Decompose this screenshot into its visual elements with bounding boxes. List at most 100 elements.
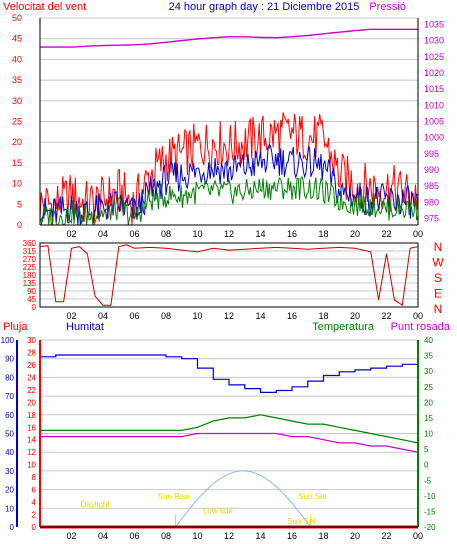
p2-x-tick-label: 22 [381, 311, 391, 321]
p3-x-tick-label: 04 [98, 531, 108, 541]
p3-red-tick-label: 30 [27, 336, 36, 345]
p3-blue-tick-label: 90 [5, 355, 14, 364]
p3-green-tick-label: -5 [424, 476, 432, 485]
series-humitat-line [40, 354, 419, 393]
series-vent-line [40, 143, 419, 226]
p1-right-tick-label: 1015 [424, 84, 444, 94]
p1-right-tick-label: 995 [424, 149, 439, 159]
p3-red-tick-label: 10 [27, 461, 36, 470]
p3-red-tick-label: 26 [27, 361, 36, 370]
p2-direction-label: W [432, 256, 444, 270]
p1-right-tick-label: 1010 [424, 100, 444, 110]
p1-x-tick-label: 12 [224, 229, 234, 239]
p2-x-tick-label: 18 [318, 311, 328, 321]
p3-green-tick-label: -15 [424, 507, 436, 516]
p3-green-tick-label: 25 [424, 383, 433, 392]
p3-red-tick-label: 18 [27, 411, 36, 420]
p3-annotation: Sun Rise [158, 492, 191, 501]
p3-green-tick-label: 30 [424, 367, 433, 376]
p3-red-tick-label: 8 [32, 473, 37, 482]
p1-left-tick-label: 35 [12, 75, 22, 85]
legend-temperatura: Temperatura [312, 321, 375, 333]
p3-x-tick-label: 06 [129, 531, 139, 541]
p1-right-tick-label: 985 [424, 181, 439, 191]
p3-red-tick-label: 16 [27, 423, 36, 432]
p3-red-tick-label: 14 [27, 436, 36, 445]
p1-left-tick-label: 50 [12, 13, 22, 23]
p3-green-tick-label: -10 [424, 492, 436, 501]
sun-elevation-curve [175, 470, 312, 528]
p3-x-tick-label: 08 [161, 531, 171, 541]
header-title-left: Velocitat del vent [3, 1, 86, 13]
p1-left-tick-label: 45 [12, 34, 22, 44]
p1-x-tick-label: 00 [413, 229, 423, 239]
p3-green-tick-label: 15 [424, 414, 433, 423]
p2-x-tick-label: 04 [98, 311, 108, 321]
p3-red-tick-label: 12 [27, 448, 36, 457]
p2-x-tick-label: 02 [66, 311, 76, 321]
series-vent-mitja-line [39, 175, 419, 226]
p3-red-tick-label: 4 [32, 498, 37, 507]
p3-green-tick-label: 0 [424, 461, 429, 470]
series-pressio-line [40, 28, 418, 48]
p3-x-tick-label: 00 [413, 531, 423, 541]
p1-x-tick-label: 04 [98, 229, 108, 239]
p3-red-tick-label: 28 [27, 348, 36, 357]
p3-blue-tick-label: 70 [5, 392, 14, 401]
series-rafega-line [39, 112, 419, 226]
p2-direction-label: N [434, 302, 443, 316]
p3-red-tick-label: 0 [32, 523, 37, 532]
p3-annotation: Sun Set [298, 492, 327, 501]
p1-x-tick-label: 16 [287, 229, 297, 239]
p1-right-tick-label: 1035 [424, 19, 444, 29]
p1-x-tick-label: 10 [192, 229, 202, 239]
p3-red-tick-label: 24 [27, 373, 36, 382]
p2-x-tick-label: 16 [287, 311, 297, 321]
p1-right-tick-label: 1020 [424, 68, 444, 78]
p3-x-tick-label: 14 [255, 531, 265, 541]
p2-left-tick-label: 360 [23, 239, 37, 248]
p2-left-tick-label: 180 [23, 271, 37, 280]
p3-green-tick-label: 5 [424, 445, 429, 454]
p3-x-tick-label: 02 [66, 531, 76, 541]
p2-left-tick-label: 225 [23, 263, 37, 272]
header-title-right: Pressió [369, 1, 406, 13]
p3-blue-tick-label: 50 [5, 430, 14, 439]
p2-x-tick-label: 14 [255, 311, 265, 321]
p3-red-tick-label: 6 [32, 486, 37, 495]
p3-x-tick-label: 10 [192, 531, 202, 541]
p3-green-tick-label: 10 [424, 430, 433, 439]
p3-x-tick-label: 18 [318, 531, 328, 541]
p2-left-tick-label: 0 [32, 303, 37, 312]
p2-x-tick-label: 00 [413, 311, 423, 321]
legend-pluja: Pluja [3, 321, 28, 333]
p1-x-tick-label: 06 [129, 229, 139, 239]
p1-x-tick-label: 22 [381, 229, 391, 239]
p1-right-tick-label: 1000 [424, 133, 444, 143]
p3-green-tick-label: -20 [424, 523, 436, 532]
p2-left-tick-label: 315 [23, 247, 37, 256]
p2-frame [39, 242, 419, 308]
p1-left-tick-label: 25 [12, 117, 22, 127]
p3-x-tick-label: 22 [381, 531, 391, 541]
p1-x-tick-label: 08 [161, 229, 171, 239]
p2-x-tick-label: 10 [192, 311, 202, 321]
p1-left-tick-label: 40 [12, 54, 22, 64]
p1-right-tick-label: 1025 [424, 52, 444, 62]
p1-x-tick-label: 02 [66, 229, 76, 239]
p3-red-tick-label: 22 [27, 386, 36, 395]
p3-blue-tick-label: 20 [5, 486, 14, 495]
p3-green-tick-label: 40 [424, 336, 433, 345]
p3-x-tick-label: 16 [287, 531, 297, 541]
p1-x-tick-label: 18 [318, 229, 328, 239]
p3-blue-tick-label: 30 [5, 467, 14, 476]
p2-x-tick-label: 12 [224, 311, 234, 321]
p1-left-tick-label: 10 [12, 179, 22, 189]
p2-left-tick-label: 45 [27, 295, 36, 304]
p3-blue-tick-label: 60 [5, 411, 14, 420]
p3-blue-tick-label: 80 [5, 373, 14, 382]
header-title-center: 24 hour graph day : 21 Diciembre 2015 [169, 1, 360, 13]
p3-annotation: Low tide [203, 506, 233, 515]
p3-red-tick-label: 2 [32, 511, 37, 520]
